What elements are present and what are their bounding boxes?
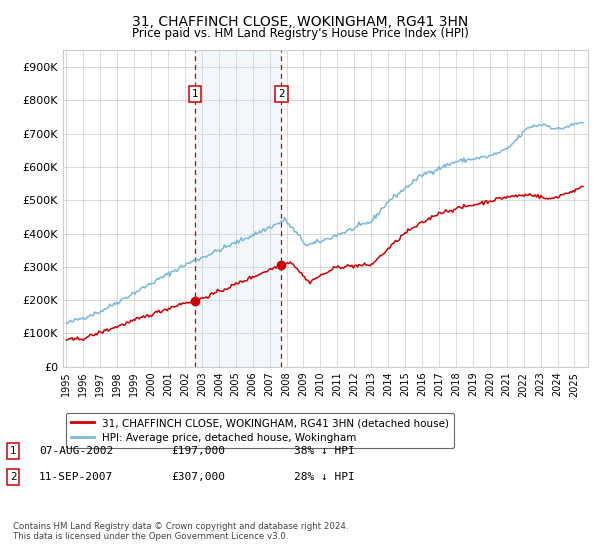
Text: £307,000: £307,000 xyxy=(171,472,225,482)
Text: 28% ↓ HPI: 28% ↓ HPI xyxy=(294,472,355,482)
Text: Price paid vs. HM Land Registry's House Price Index (HPI): Price paid vs. HM Land Registry's House … xyxy=(131,27,469,40)
Text: 1: 1 xyxy=(10,446,17,456)
Text: 2: 2 xyxy=(278,88,285,99)
Text: 1: 1 xyxy=(191,88,198,99)
Text: 31, CHAFFINCH CLOSE, WOKINGHAM, RG41 3HN: 31, CHAFFINCH CLOSE, WOKINGHAM, RG41 3HN xyxy=(132,15,468,29)
Legend: 31, CHAFFINCH CLOSE, WOKINGHAM, RG41 3HN (detached house), HPI: Average price, d: 31, CHAFFINCH CLOSE, WOKINGHAM, RG41 3HN… xyxy=(65,413,454,448)
Text: £197,000: £197,000 xyxy=(171,446,225,456)
Bar xyxy=(195,50,281,367)
Text: Contains HM Land Registry data © Crown copyright and database right 2024.
This d: Contains HM Land Registry data © Crown c… xyxy=(13,522,349,542)
Text: 38% ↓ HPI: 38% ↓ HPI xyxy=(294,446,355,456)
Text: 2: 2 xyxy=(10,472,17,482)
Text: 11-SEP-2007: 11-SEP-2007 xyxy=(39,472,113,482)
Text: 07-AUG-2002: 07-AUG-2002 xyxy=(39,446,113,456)
